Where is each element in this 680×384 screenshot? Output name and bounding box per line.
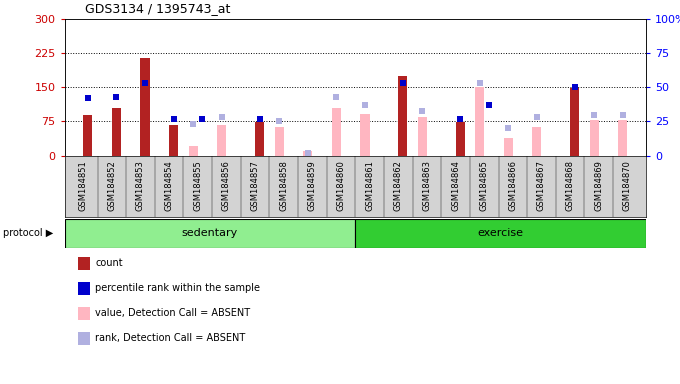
Bar [570, 88, 579, 156]
Text: GSM184867: GSM184867 [537, 161, 546, 212]
Text: GSM184861: GSM184861 [365, 161, 374, 211]
Text: GSM184853: GSM184853 [136, 161, 145, 211]
Bar [275, 127, 284, 156]
Bar [141, 58, 150, 156]
Bar [65, 219, 355, 248]
Text: GSM184862: GSM184862 [394, 161, 403, 211]
Bar [112, 108, 121, 156]
Text: GSM184865: GSM184865 [479, 161, 489, 211]
Text: GSM184854: GSM184854 [165, 161, 173, 211]
Text: percentile rank within the sample: percentile rank within the sample [95, 283, 260, 293]
Bar [169, 125, 178, 156]
Text: count: count [95, 258, 123, 268]
Text: GSM184856: GSM184856 [222, 161, 231, 211]
Bar [188, 146, 198, 156]
Bar [217, 125, 226, 156]
Text: GSM184869: GSM184869 [594, 161, 603, 211]
Text: GSM184870: GSM184870 [623, 161, 632, 211]
Bar [398, 76, 407, 156]
Text: GDS3134 / 1395743_at: GDS3134 / 1395743_at [85, 2, 231, 15]
Text: exercise: exercise [477, 228, 524, 238]
Text: GSM184855: GSM184855 [193, 161, 202, 211]
Bar [360, 114, 370, 156]
Bar [355, 219, 646, 248]
Bar [456, 122, 464, 156]
Text: GSM184863: GSM184863 [422, 161, 431, 212]
Text: sedentary: sedentary [182, 228, 238, 238]
Bar [504, 138, 513, 156]
Text: GSM184868: GSM184868 [566, 161, 575, 212]
Text: GSM184852: GSM184852 [107, 161, 116, 211]
Bar [83, 115, 92, 156]
Bar [332, 108, 341, 156]
Bar [418, 117, 427, 156]
Text: value, Detection Call = ABSENT: value, Detection Call = ABSENT [95, 308, 250, 318]
Bar [532, 127, 541, 156]
Bar [618, 120, 628, 156]
Bar [255, 122, 265, 156]
Text: rank, Detection Call = ABSENT: rank, Detection Call = ABSENT [95, 333, 245, 343]
Text: GSM184858: GSM184858 [279, 161, 288, 211]
Text: GSM184859: GSM184859 [308, 161, 317, 211]
Text: GSM184857: GSM184857 [250, 161, 260, 211]
Text: GSM184866: GSM184866 [509, 161, 517, 212]
Bar [303, 151, 312, 156]
Bar [590, 120, 599, 156]
Text: protocol ▶: protocol ▶ [3, 228, 54, 238]
Bar [475, 88, 484, 156]
Text: GSM184864: GSM184864 [451, 161, 460, 211]
Text: GSM184851: GSM184851 [79, 161, 88, 211]
Text: GSM184860: GSM184860 [337, 161, 345, 211]
